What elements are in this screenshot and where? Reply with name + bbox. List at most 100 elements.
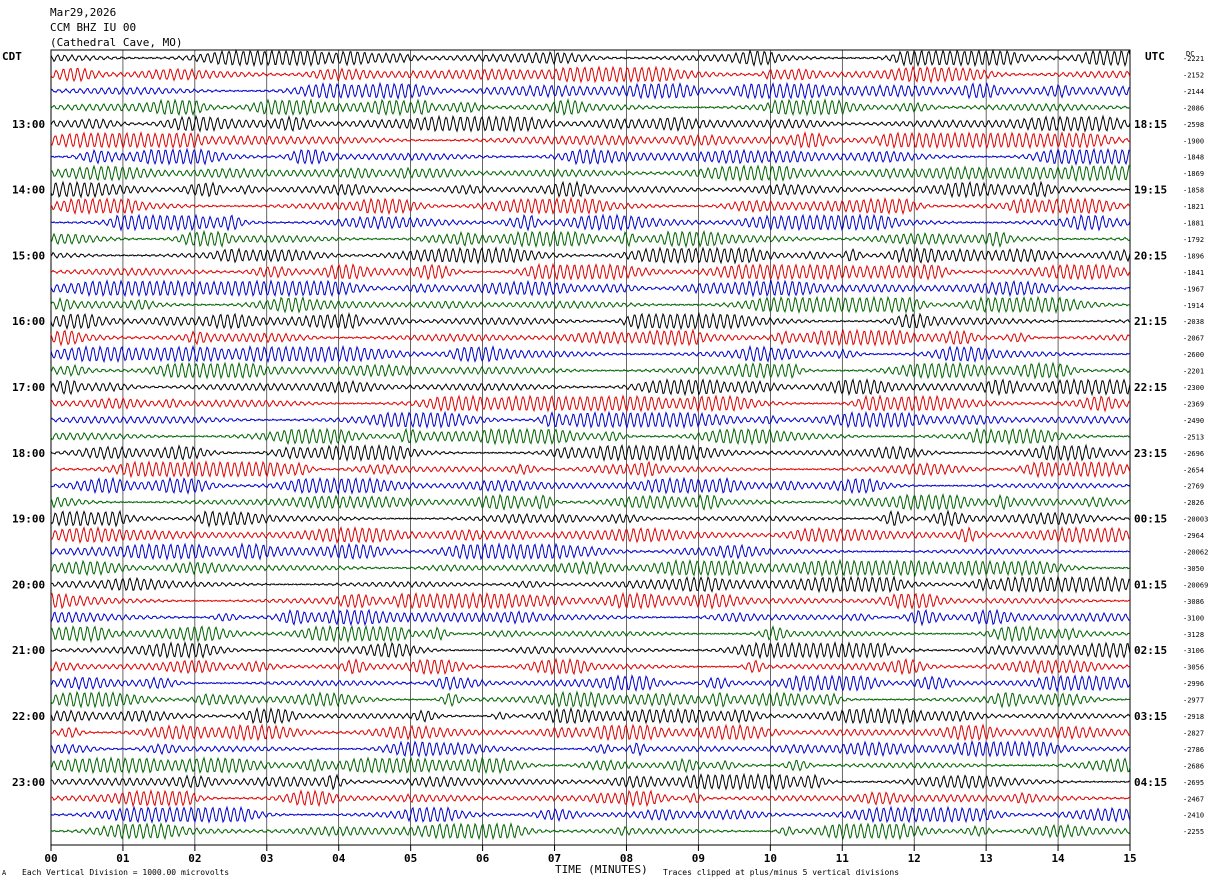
right-hour-label: 23:15 (1134, 447, 1167, 460)
right-hour-label: 00:15 (1134, 513, 1167, 526)
seismic-trace (50, 377, 1131, 397)
seismic-trace (50, 164, 1131, 183)
seismic-trace (50, 591, 1131, 610)
seismic-trace (50, 641, 1131, 660)
dc-offset-label: -20003 (1183, 516, 1208, 524)
seismic-trace (50, 180, 1131, 199)
dc-offset-label: -2964 (1183, 532, 1204, 540)
seismic-trace (50, 81, 1131, 101)
dc-offset-label: -2996 (1183, 680, 1204, 688)
seismic-trace (50, 805, 1131, 824)
seismic-trace (50, 460, 1131, 479)
x-tick-label: 03 (260, 852, 273, 865)
dc-offset-label: -2255 (1183, 828, 1204, 836)
dc-offset-label: -2786 (1183, 746, 1204, 754)
right-hour-label: 03:15 (1134, 710, 1167, 723)
seismic-trace (50, 575, 1131, 594)
seismic-trace (50, 410, 1131, 430)
right-hour-label: 04:15 (1134, 776, 1167, 789)
left-hour-label: 13:00 (12, 118, 45, 131)
seismic-trace (50, 624, 1131, 643)
seismic-trace (50, 706, 1131, 726)
dc-offset-label: -2300 (1183, 384, 1204, 392)
dc-offset-label: -2369 (1183, 400, 1204, 408)
dc-offset-label: -2513 (1183, 433, 1204, 441)
seismic-trace (50, 246, 1131, 265)
dc-offset-label: -2221 (1183, 55, 1204, 63)
left-hour-label: 14:00 (12, 184, 45, 197)
seismic-trace (50, 229, 1131, 249)
plot-frame (50, 49, 1131, 846)
seismic-trace (50, 98, 1131, 117)
seismic-trace (50, 525, 1131, 544)
seismic-trace (50, 509, 1131, 528)
dc-offset-label: -2410 (1183, 812, 1204, 820)
seismic-trace (50, 443, 1131, 462)
x-tick-label: 09 (692, 852, 705, 865)
seismic-trace (50, 114, 1131, 133)
seismic-trace (50, 493, 1131, 512)
seismic-trace (50, 772, 1131, 791)
x-tick-label: 07 (548, 852, 561, 865)
right-timezone-label: UTC (1145, 50, 1165, 63)
dc-offset-label: -2696 (1183, 450, 1204, 458)
x-tick-label: 06 (476, 852, 490, 865)
seismic-trace (50, 690, 1131, 709)
station-code: CCM BHZ IU 00 (50, 21, 137, 34)
dc-offset-label: -3056 (1183, 664, 1204, 672)
scale-mark: A (2, 869, 7, 877)
dc-offset-label: -1841 (1183, 269, 1204, 277)
x-tick-label: 11 (836, 852, 850, 865)
left-hour-label: 19:00 (12, 513, 45, 526)
left-hour-label: 22:00 (12, 710, 45, 723)
x-tick-label: 00 (44, 852, 57, 865)
dc-offset-label: -2490 (1183, 417, 1204, 425)
dc-offset-label: -2086 (1183, 104, 1204, 112)
seismic-trace (50, 608, 1131, 627)
seismic-trace (50, 739, 1131, 758)
left-timezone-label: CDT (2, 50, 22, 63)
seismic-trace (50, 756, 1131, 775)
dc-offset-label: -2769 (1183, 483, 1204, 491)
x-tick-label: 10 (764, 852, 777, 865)
seismic-trace (50, 361, 1131, 380)
dc-offset-label: -1821 (1183, 203, 1204, 211)
seismic-trace (50, 788, 1131, 808)
x-tick-label: 02 (188, 852, 201, 865)
dc-offset-label: -20062 (1183, 549, 1208, 557)
dc-offset-label: -2467 (1183, 795, 1204, 803)
dc-offset-label: -1848 (1183, 154, 1204, 162)
dc-offset-label: -2827 (1183, 729, 1204, 737)
seismic-trace (50, 723, 1131, 742)
left-hour-label: 23:00 (12, 776, 45, 789)
x-tick-label: 12 (908, 852, 921, 865)
dc-offset-label: -1858 (1183, 187, 1204, 195)
seismic-trace (50, 295, 1131, 314)
seismic-trace (50, 48, 1131, 68)
dc-offset-label: -2152 (1183, 71, 1204, 79)
right-hour-label: 20:15 (1134, 249, 1167, 262)
x-tick-label: 13 (980, 852, 993, 865)
dc-offset-label: -2695 (1183, 779, 1204, 787)
seismic-trace (50, 674, 1131, 693)
left-hour-label: 20:00 (12, 578, 45, 591)
dc-offset-label: -1914 (1183, 302, 1204, 310)
plot-date: Mar29,2026 (50, 6, 117, 19)
seismic-trace (50, 196, 1131, 216)
x-tick-label: 05 (404, 852, 417, 865)
seismic-trace (50, 262, 1131, 282)
dc-offset-label: -3106 (1183, 647, 1204, 655)
right-hour-label: 22:15 (1134, 381, 1167, 394)
dc-offset-label: -2654 (1183, 466, 1204, 474)
dc-offset-label: -3050 (1183, 565, 1204, 573)
vertical-scale-note: Each Vertical Division = 1000.00 microvo… (22, 868, 230, 877)
dc-offset-label: -1896 (1183, 252, 1204, 260)
left-hour-label: 16:00 (12, 315, 45, 328)
dc-offset-label: -2977 (1183, 697, 1204, 705)
seismic-trace (50, 394, 1131, 413)
dc-offset-label: -2918 (1183, 713, 1204, 721)
seismic-trace (50, 147, 1131, 166)
seismic-trace (50, 344, 1131, 364)
seismic-trace (50, 279, 1131, 298)
